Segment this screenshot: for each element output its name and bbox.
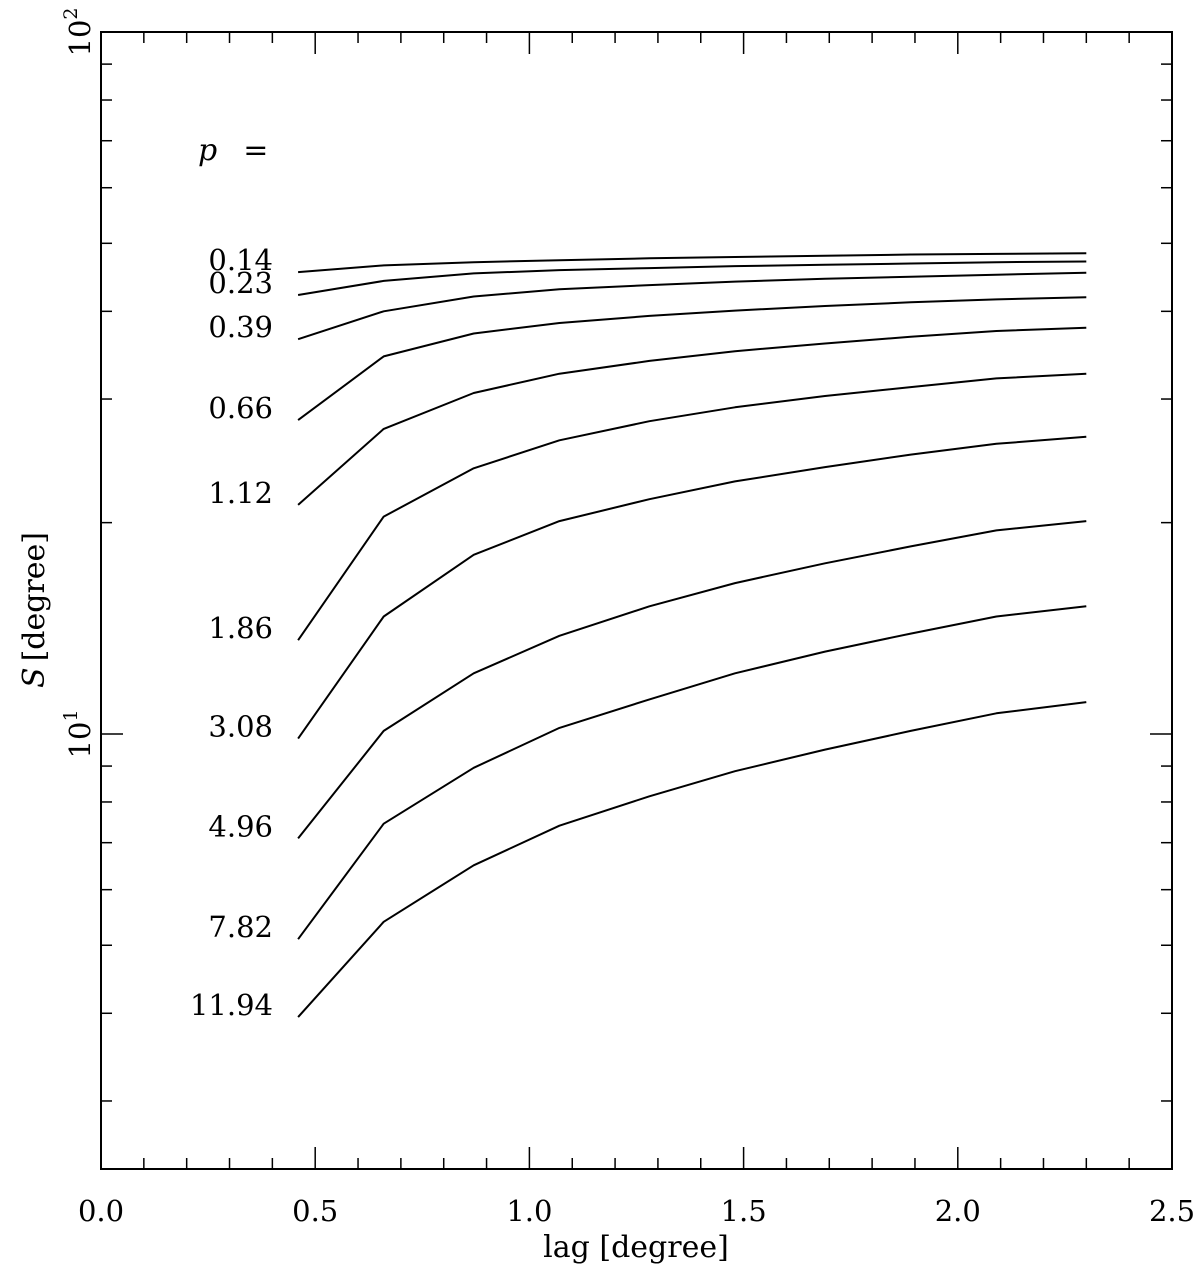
series-line — [297, 372, 1087, 641]
series-labels: 0.140.23 0.39 0.66 1.12 1.86 3.08 4.96 7.82 11.9… — [190, 243, 273, 1022]
series-lines — [297, 252, 1087, 1018]
series-label: 0.66 — [208, 391, 273, 425]
series-line — [298, 252, 1087, 274]
y-tick-label: 102 — [60, 8, 97, 57]
series-label: 1.12 — [208, 476, 273, 510]
axis-ticks — [101, 31, 1172, 1169]
x-tick-label: 2.0 — [935, 1194, 981, 1228]
series-label: 11.94 — [190, 988, 273, 1022]
y-axis-symbol: S — [17, 667, 52, 688]
series-line — [297, 605, 1087, 940]
x-axis-label: lag [degree] — [543, 1230, 729, 1265]
series-line — [297, 701, 1087, 1018]
series-label: 0.39 — [208, 310, 273, 344]
series-line — [297, 435, 1087, 740]
y-axis-label: S [degree] — [17, 532, 52, 688]
series-header: p = — [198, 133, 268, 168]
series-line — [297, 296, 1087, 421]
y-axis-unit: [degree] — [17, 532, 52, 661]
series-label: 3.08 — [208, 710, 273, 744]
x-tick-label: 2.5 — [1149, 1194, 1195, 1228]
series-line — [297, 271, 1087, 341]
series-line — [297, 326, 1087, 506]
x-tick-label: 0.0 — [78, 1194, 124, 1228]
series-line — [297, 260, 1087, 296]
y-tick-label: 101 — [60, 709, 97, 758]
plot-frame — [100, 31, 1173, 1170]
x-tick-label: 1.0 — [506, 1194, 552, 1228]
series-header-symbol: p — [198, 133, 217, 168]
series-line — [297, 520, 1087, 840]
x-tick-label: 0.5 — [292, 1194, 338, 1228]
series-label: 0.23 — [208, 266, 273, 300]
tick-labels: 0.0 0.5 1.0 1.5 2.0 2.5 101 102 — [60, 8, 1195, 1229]
series-label: 4.96 — [208, 809, 273, 843]
series-header-eq: = — [243, 133, 268, 168]
series-label: 7.82 — [208, 910, 273, 944]
series-label: 0.14 — [208, 243, 273, 277]
x-tick-label: 1.5 — [721, 1194, 767, 1228]
series-label: 1.86 — [208, 611, 273, 645]
